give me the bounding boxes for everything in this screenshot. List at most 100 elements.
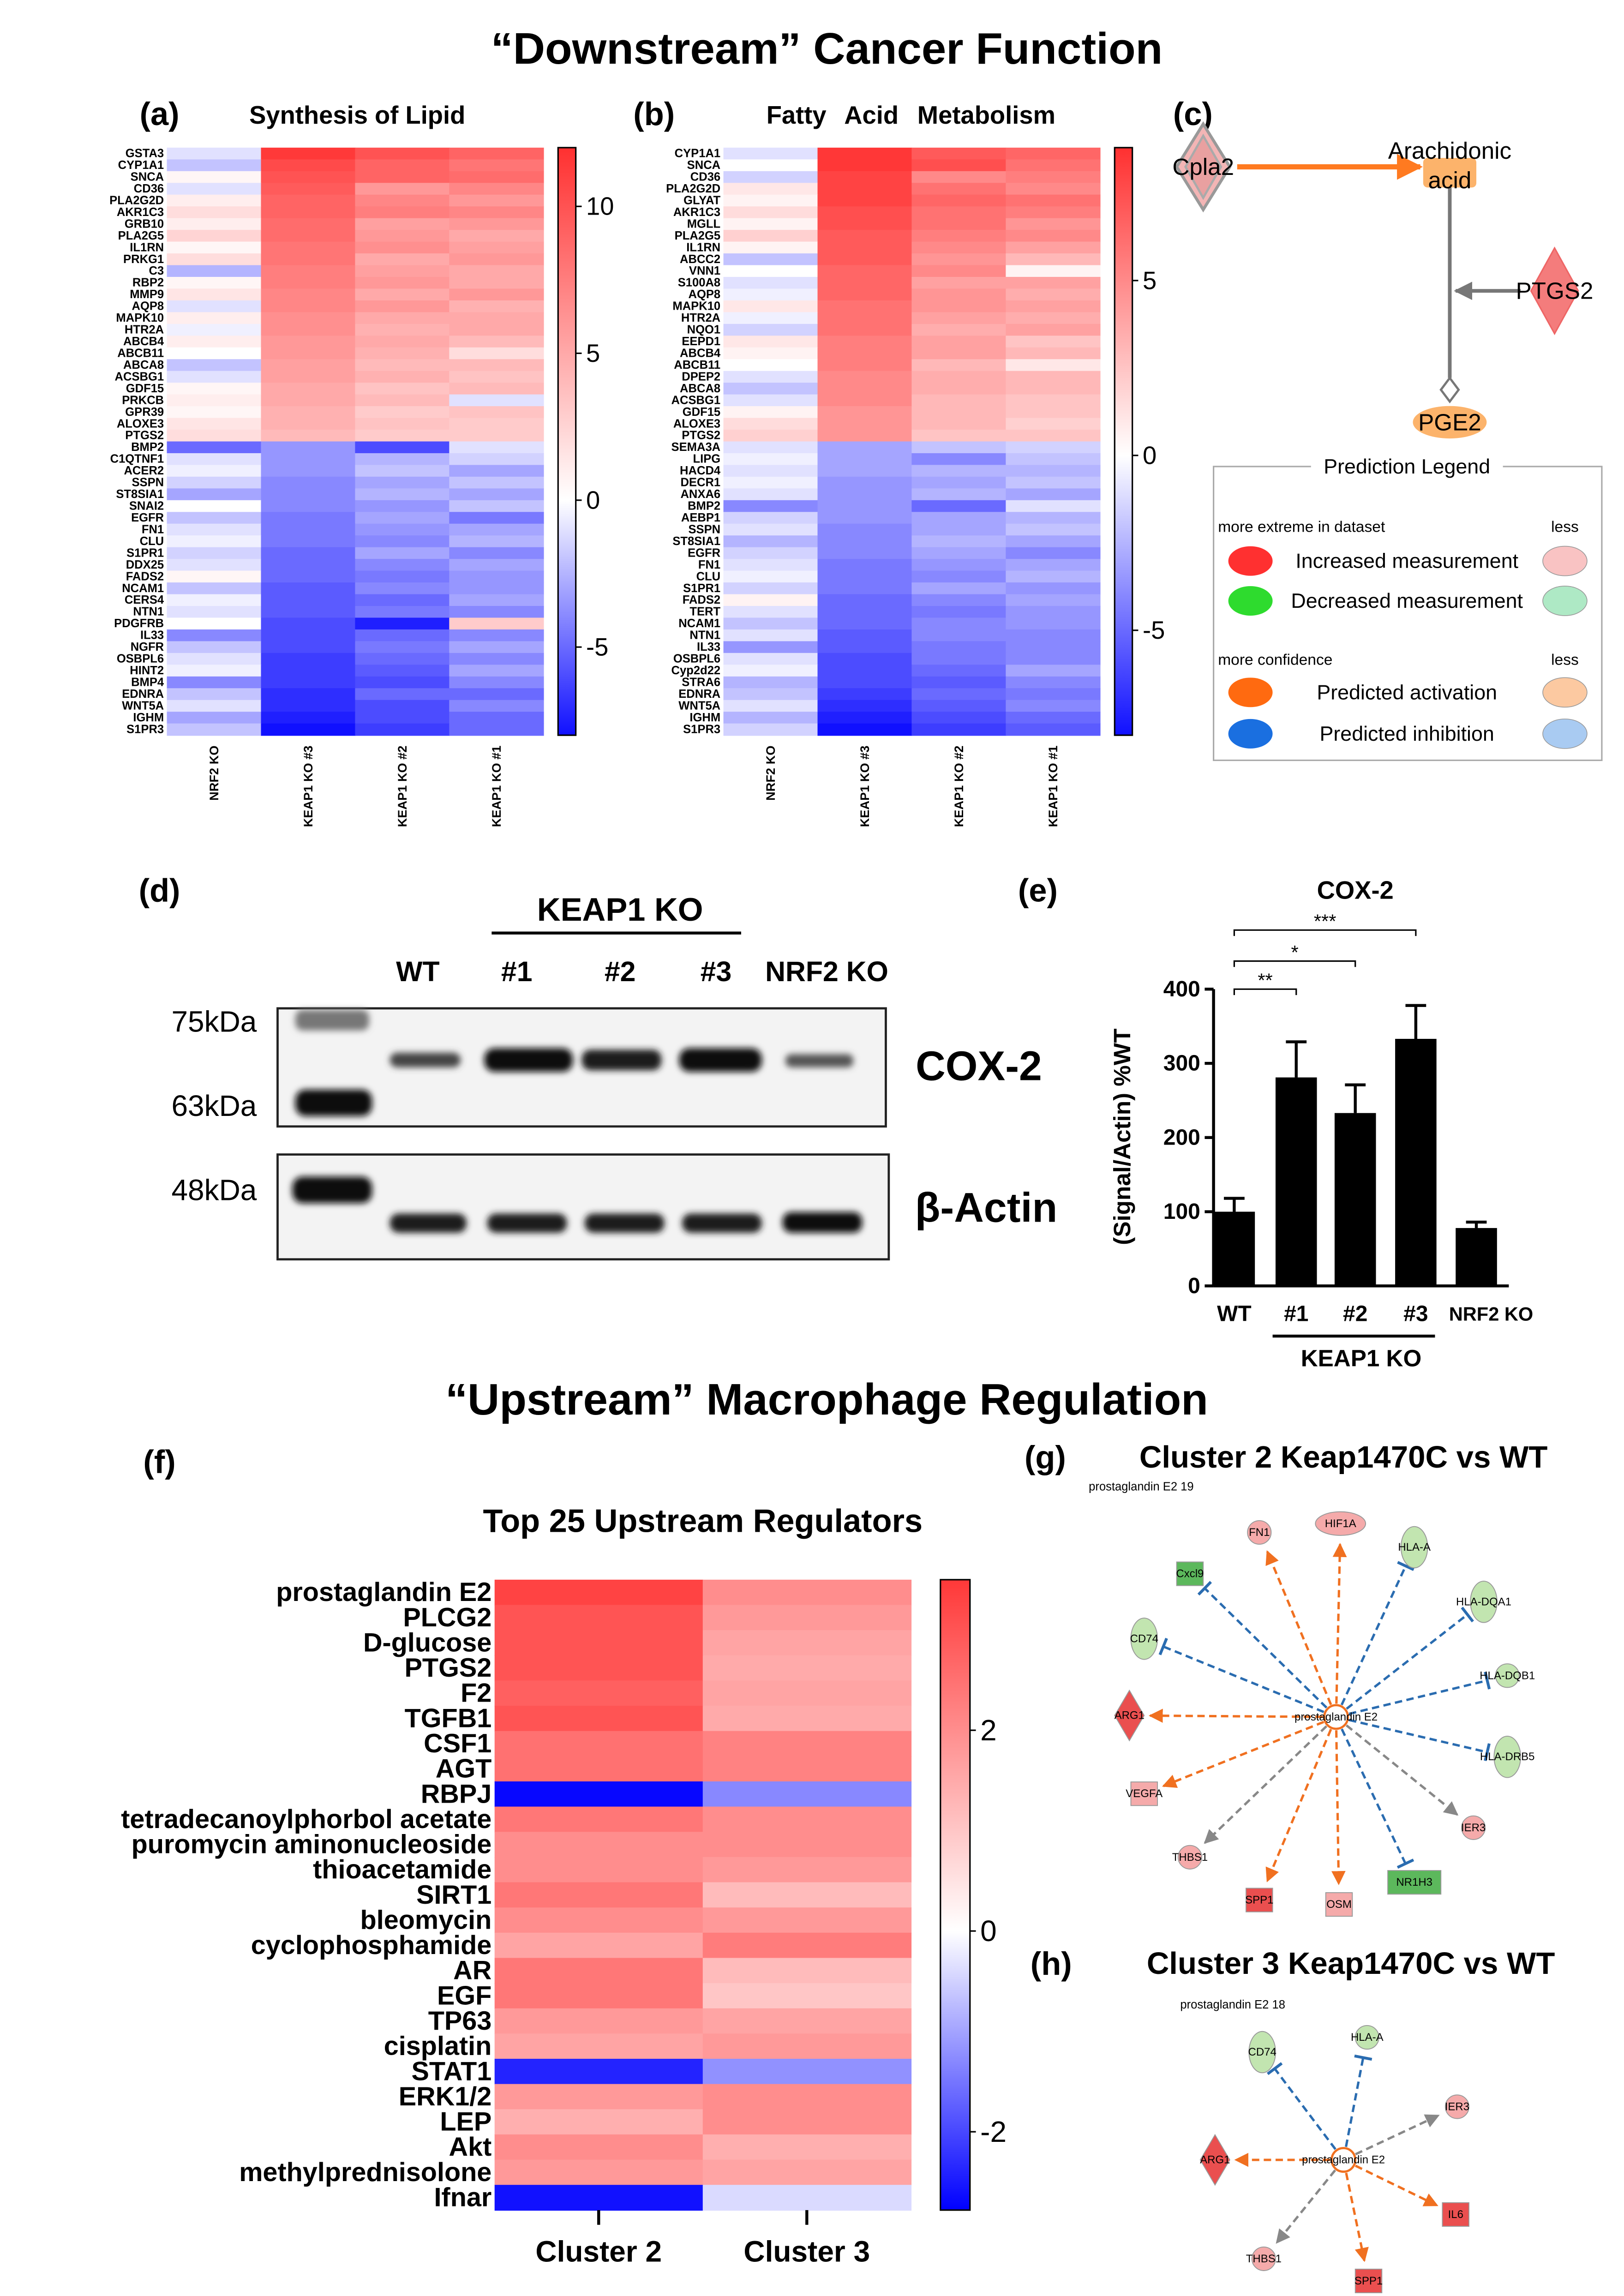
heatmap-cell: [449, 676, 544, 689]
heatmap-cell: [1006, 300, 1101, 313]
heatmap-cell: [911, 594, 1007, 607]
heatmap-cell: [1006, 253, 1101, 266]
heatmap-cell: [261, 171, 356, 184]
heatmap-cell: [911, 206, 1007, 219]
heatmap-cell: [723, 218, 818, 231]
heatmap-cell: [167, 312, 262, 325]
target-label: COX-2: [916, 1043, 1042, 1089]
row-label: OSBPL6: [117, 653, 164, 665]
row-label: DECR1: [680, 476, 720, 489]
colorbar: [940, 1579, 971, 2211]
node-pge2: [1413, 406, 1487, 439]
heatmap-cell: [355, 394, 450, 407]
row-label: AKR1C3: [117, 206, 164, 219]
heatmap-cell: [355, 712, 450, 724]
network-node: [1461, 1815, 1486, 1840]
band: [484, 1048, 573, 1072]
heatmap-cell: [911, 500, 1007, 513]
heatmap-cell: [355, 324, 450, 336]
row-label: PLA2G5: [675, 229, 721, 242]
heatmap-cell: [449, 617, 544, 630]
heatmap-cell: [355, 665, 450, 677]
legend-swatch: [1228, 719, 1273, 749]
network-hub: [1323, 1704, 1349, 1730]
band: [682, 1213, 762, 1233]
heatmap-cell: [355, 206, 450, 219]
band: [581, 1049, 662, 1071]
heatmap-cell: [261, 218, 356, 231]
lane-label: #1: [501, 956, 533, 987]
row-label: PRKCB: [122, 394, 164, 407]
legend-swatch: [1228, 586, 1273, 616]
heatmap-cell: [723, 653, 818, 665]
heatmap-cell: [702, 1680, 912, 1707]
x-tick-label: #3: [1403, 1302, 1428, 1326]
heatmap-cell: [494, 2159, 704, 2186]
heatmap-cell: [261, 465, 356, 478]
heatmap-cell: [817, 476, 912, 489]
heatmap-cell: [355, 336, 450, 348]
row-label: STAT1: [412, 2056, 492, 2086]
heatmap-cell: [817, 359, 912, 372]
network-node: [1315, 1511, 1366, 1536]
heatmap-cell: [261, 605, 356, 618]
heatmap-cell: [911, 324, 1007, 336]
network-edge: [1354, 2164, 1438, 2207]
heatmap-cell: [167, 430, 262, 442]
heatmap-cell: [1006, 653, 1101, 665]
heatmap-cell: [817, 712, 912, 724]
network-edge: [1158, 1637, 1324, 1713]
row-label: PRKG1: [123, 253, 164, 266]
heatmap-cell: [355, 288, 450, 301]
network-node: [1247, 1520, 1272, 1545]
row-label: RBP2: [132, 276, 164, 289]
heatmap-cell: [261, 183, 356, 196]
heatmap-cell: [911, 570, 1007, 583]
heatmap-cell: [1006, 276, 1101, 289]
heatmap-cell: [355, 547, 450, 560]
lane-label: #2: [605, 956, 636, 987]
heatmap-cell: [911, 653, 1007, 665]
heatmap-cell: [261, 629, 356, 642]
heatmap-cell: [1006, 523, 1101, 536]
heatmap-cell: [723, 723, 818, 736]
row-label: CD36: [690, 171, 720, 184]
network-node-label: OSM: [1326, 1898, 1352, 1911]
network-node-label: IL6: [1448, 2208, 1463, 2221]
heatmap-cell: [261, 300, 356, 313]
heatmap-cell: [817, 629, 912, 642]
network-node-label: SPP1: [1354, 2275, 1383, 2287]
heatmap-cell: [449, 194, 544, 207]
heatmap-cell: [723, 288, 818, 301]
lane-label: WT: [396, 956, 439, 987]
network-node-label: ARG1: [1115, 1709, 1145, 1722]
row-label: PLA2G5: [118, 229, 164, 242]
heatmap-cell: [723, 300, 818, 313]
panel-label: (c): [1173, 96, 1213, 132]
column-label: KEAP1 KO #3: [301, 745, 315, 827]
row-label: AQP8: [132, 300, 164, 313]
heatmap-cell: [449, 512, 544, 525]
heatmap-cell: [261, 594, 356, 607]
x-tick-label: WT: [1217, 1302, 1252, 1326]
heatmap-cell: [494, 1731, 704, 1757]
heatmap-cell: [355, 700, 450, 713]
significance-label: ***: [1314, 911, 1336, 932]
network-edge: [1204, 1725, 1328, 1844]
row-label: S1PR3: [683, 723, 720, 736]
heatmap-cell: [494, 1983, 704, 2009]
heatmap-cell: [817, 371, 912, 384]
colorbar-tick-label: 0: [980, 1914, 997, 1948]
heatmap-cell: [817, 147, 912, 160]
heatmap-cell: [817, 582, 912, 595]
colorbar-tick-label: 0: [586, 486, 600, 514]
heatmap-cell: [817, 406, 912, 419]
heatmap-cell: [911, 512, 1007, 525]
heatmap-cell: [167, 147, 262, 160]
heatmap-cell: [911, 465, 1007, 478]
heatmap-cell: [167, 688, 262, 701]
heatmap-cell: [723, 594, 818, 607]
heatmap-cell: [167, 418, 262, 431]
network-node-label: HLA-A: [1398, 1541, 1431, 1553]
heatmap-cell: [167, 723, 262, 736]
